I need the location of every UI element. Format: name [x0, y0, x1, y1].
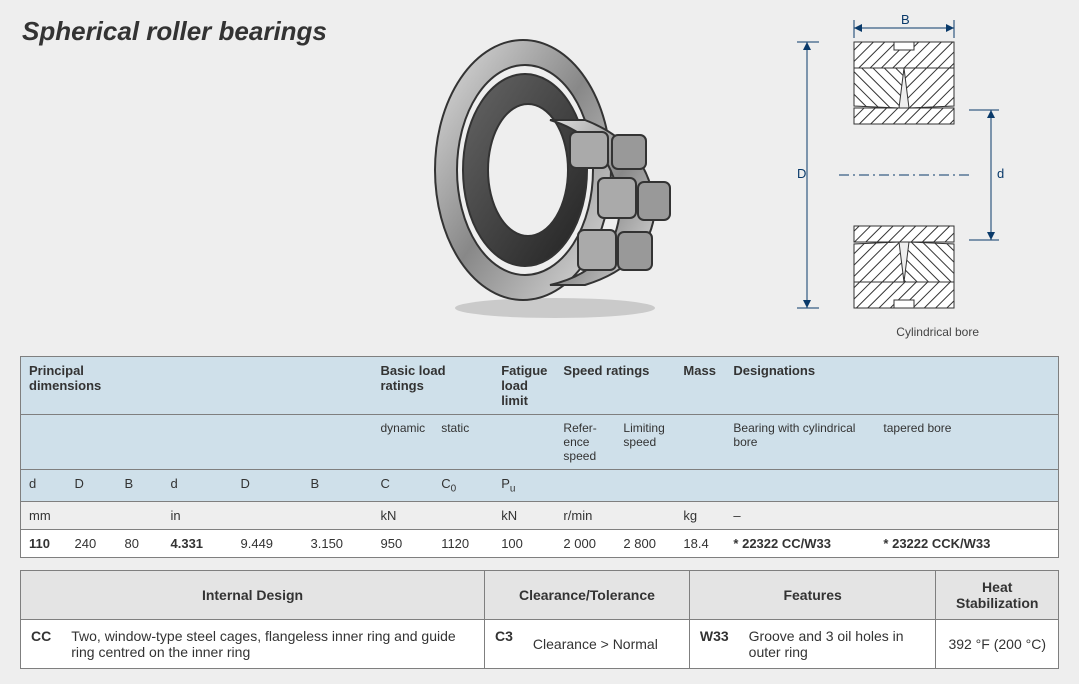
col-group-fatigue: Fatigue load limit [493, 357, 555, 415]
svg-text:D: D [797, 166, 806, 181]
features-code: W33 [689, 619, 738, 668]
svg-text:B: B [901, 12, 910, 27]
data-row: 110 240 80 4.331 9.449 3.150 950 1120 10… [21, 529, 1059, 557]
internal-text: Two, window-type steel cages, flangeless… [61, 619, 484, 668]
clearance-text: Clearance > Normal [523, 619, 689, 668]
col-group-principal: Principal dimensions [21, 357, 163, 415]
hdr-heat: Heat Stabilization [936, 570, 1059, 619]
hero-images: B D d Cylindrical bore [0, 5, 1079, 345]
heat-value: 392 °F (200 °C) [936, 619, 1059, 668]
bearing-3d-illustration [425, 30, 685, 320]
units-row: mm in kN kN r/min kg – [21, 501, 1059, 529]
spec-table: Principal dimensions Basic load ratings … [20, 356, 1059, 558]
clearance-code: C3 [485, 619, 523, 668]
schematic-caption: Cylindrical bore [896, 325, 979, 339]
bearing-schematic: B D d [769, 10, 1049, 320]
internal-code: CC [21, 619, 62, 668]
col-group-designations: Designations [725, 357, 875, 415]
svg-text:d: d [997, 166, 1004, 181]
hdr-features: Features [689, 570, 936, 619]
features-text: Groove and 3 oil holes in outer ring [739, 619, 936, 668]
hdr-clearance: Clearance/Tolerance [485, 570, 690, 619]
col-group-mass: Mass [675, 357, 725, 415]
col-group-basicload: Basic load ratings [373, 357, 494, 415]
col-group-speed: Speed ratings [555, 357, 675, 415]
hdr-internal: Internal Design [21, 570, 485, 619]
features-table: Internal Design Clearance/Tolerance Feat… [20, 570, 1059, 669]
